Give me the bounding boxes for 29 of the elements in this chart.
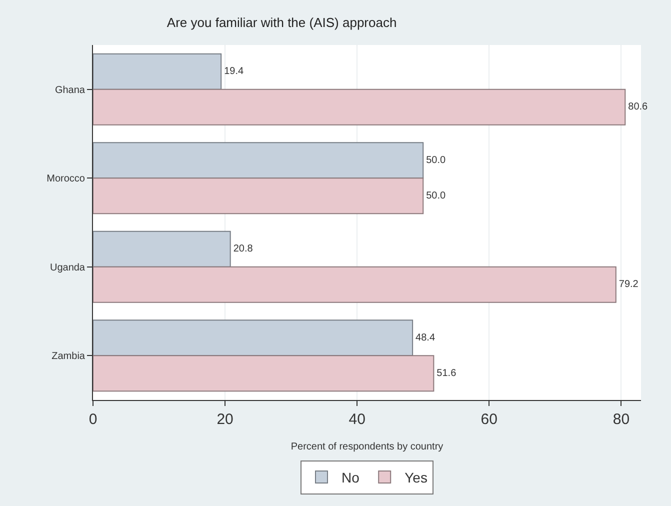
x-tick-label: 0 [88, 411, 98, 428]
y-tick-label: Ghana [54, 84, 86, 96]
data-label: 50.0 [426, 154, 446, 166]
bar [93, 266, 616, 303]
legend-label: No [342, 469, 360, 486]
bar [93, 355, 434, 392]
x-axis-title: Percent of respondents by country [290, 442, 444, 452]
bar [93, 320, 414, 356]
x-tick-label: 40 [348, 411, 366, 428]
bar [93, 142, 424, 179]
data-label: 19.4 [224, 66, 244, 78]
legend-label: Yes [404, 469, 428, 486]
data-label: 48.4 [416, 332, 436, 344]
y-tick-label: Uganda [50, 262, 86, 274]
bar [93, 53, 222, 90]
data-label: 51.6 [436, 368, 457, 379]
x-tick-label: 60 [480, 411, 498, 428]
bar [93, 88, 626, 126]
data-label: 20.8 [233, 244, 254, 255]
chart-title: Are you familiar with the (AIS) approach [166, 14, 397, 30]
x-tick-label: 20 [216, 411, 234, 428]
bar [93, 230, 231, 268]
bar [93, 178, 424, 214]
y-tick-label: Morocco [46, 174, 86, 185]
data-label: 79.2 [618, 279, 639, 290]
x-tick-label: 80 [612, 411, 630, 428]
data-label: 80.6 [628, 102, 648, 113]
data-label: 50.0 [426, 190, 446, 202]
y-tick-label: Zambia [52, 351, 86, 362]
